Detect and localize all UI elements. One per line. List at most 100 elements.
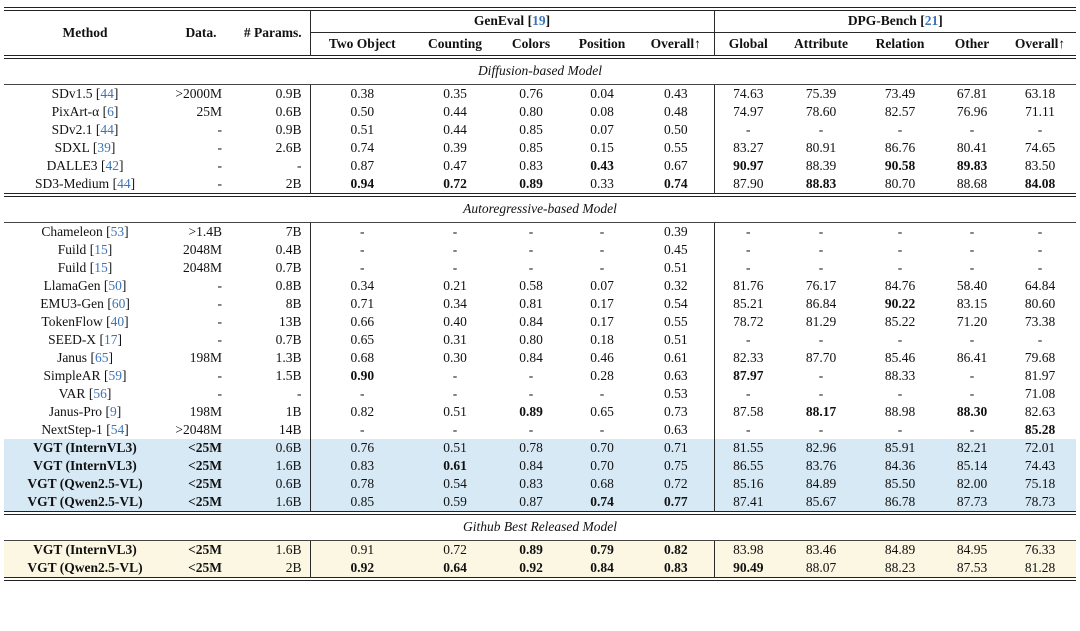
citation-link[interactable]: 42 [105,158,119,173]
citation-link[interactable]: 9 [109,404,117,419]
value-cell: - [897,332,903,347]
value-cell: - [897,224,903,239]
value-cell: 85.50 [860,475,940,493]
geneval-group-label: GenEval [473,13,525,28]
data-cell: <25M [166,493,236,512]
citation-link[interactable]: 44 [100,122,114,137]
value-cell: 0.64 [414,559,496,578]
citation-link[interactable]: 54 [110,422,125,437]
value-cell: - [309,222,414,241]
value-cell: - [897,242,903,257]
value-cell: 0.80 [519,332,543,347]
method-cell: SimpleAR [59] [43,368,127,383]
value-cell: 0.07 [590,278,614,293]
col-header-counting: Counting [427,36,483,51]
value-cell: 85.14 [940,457,1004,475]
value-cell: 74.43 [1004,457,1076,475]
value-cell: 88.33 [884,368,916,383]
value-cell: 0.04 [590,86,614,101]
method-cell: Fuild [15] [57,260,113,275]
value-cell: 80.70 [884,176,916,191]
params-cell: 2.6B [275,140,302,155]
value-cell: 0.30 [443,350,467,365]
value-cell: - [818,242,824,257]
value-cell: 0.58 [519,278,543,293]
method-cell: VGT (InternVL3) [4,457,166,475]
value-cell: 0.78 [309,475,414,493]
value-cell: 0.44 [443,122,467,137]
value-cell: - [818,386,824,401]
value-cell: - [713,385,782,403]
value-cell: 85.21 [713,295,782,313]
value-cell: 80.41 [956,140,988,155]
value-cell: 0.61 [663,350,688,365]
col-header-method: Method [62,25,108,40]
citation-link[interactable]: 56 [93,386,107,401]
citation-link[interactable]: 50 [108,278,122,293]
value-cell: 76.33 [1004,540,1076,559]
value-cell: 87.97 [713,367,782,385]
params-cell: 0.8B [275,278,302,293]
method-cell: PixArt-α [6] [51,104,119,119]
method-cell: EMU3-Gen [60] [40,296,130,311]
table-row: Fuild [15] 2048M 0.4B - - - -0.45- - - - - [4,241,1076,259]
section-title: Diffusion-based Model [4,58,1076,85]
value-cell: - [969,260,975,275]
value-cell: 0.47 [443,158,467,173]
table-row: EMU3-Gen [60] - 8B 0.71 0.34 0.81 0.17 0.54 85.2… [4,295,1076,313]
table-row: SimpleAR [59] - 1.5B 0.90 - - 0.28 0.63 87.97 - 88… [4,367,1076,385]
citation-link[interactable]: 6 [107,104,114,119]
value-cell: - [713,259,782,277]
value-cell: 74.97 [713,103,782,121]
citation-link[interactable]: 44 [117,176,131,191]
method-cell: NextStep-1 [54] [41,422,129,437]
value-cell: 0.31 [443,332,467,347]
data-cell: - [217,332,223,347]
value-cell: 0.54 [663,296,688,311]
table-row: VGT (InternVL3) <25M 1.6B 0.83 0.61 0.84 0.70 0… [4,457,1076,475]
value-cell: - [309,259,414,277]
params-cell: 14B [278,422,302,437]
citation-link[interactable]: 40 [110,314,125,329]
value-cell: 87.73 [940,493,1004,512]
citation-link[interactable]: 17 [103,332,118,347]
table-row: VGT (Qwen2.5-VL) <25M 1.6B 0.85 0.59 0.87 0.74… [4,493,1076,512]
citation-link[interactable]: 60 [111,296,126,311]
citation-link[interactable]: 53 [110,224,125,239]
value-cell: 0.83 [519,158,543,173]
value-cell: 0.81 [519,296,543,311]
value-cell: 0.07 [590,122,614,137]
geneval-citation-link[interactable]: 19 [532,13,546,28]
value-cell: 88.98 [884,404,916,419]
data-cell: >2000M [175,86,222,101]
citation-link[interactable]: 39 [97,140,111,155]
value-cell: 82.96 [782,439,860,457]
value-cell: 0.89 [519,176,543,191]
citation-link[interactable]: 44 [100,86,114,101]
value-cell: 0.85 [519,122,543,137]
citation-link[interactable]: 59 [108,368,122,383]
method-cell: VAR [56] [58,386,112,401]
value-cell: 78.60 [805,104,837,119]
value-cell: 88.17 [805,404,837,419]
value-cell: - [1037,260,1043,275]
value-cell: 0.65 [309,331,414,349]
col-header-data: Data. [185,25,217,40]
value-cell: - [1037,242,1043,257]
value-cell: 0.68 [309,349,414,367]
value-cell: 83.46 [782,540,860,559]
value-cell: 0.65 [590,404,614,419]
value-cell: 84.95 [940,540,1004,559]
value-cell: 0.51 [663,332,688,347]
value-cell: 88.39 [805,158,837,173]
citation-link[interactable]: 65 [94,350,109,365]
dpg-citation-link[interactable]: 21 [924,13,939,28]
col-header-attribute: Attribute [794,36,848,51]
value-cell: 0.85 [309,493,414,512]
col-group-dpg-bench: DPG-Bench [21] [713,10,1076,33]
citation-link[interactable]: 15 [94,242,108,257]
citation-link[interactable]: 15 [94,260,108,275]
value-cell: 0.63 [663,422,688,437]
params-cell: - [297,158,302,173]
value-cell: - [969,368,975,383]
